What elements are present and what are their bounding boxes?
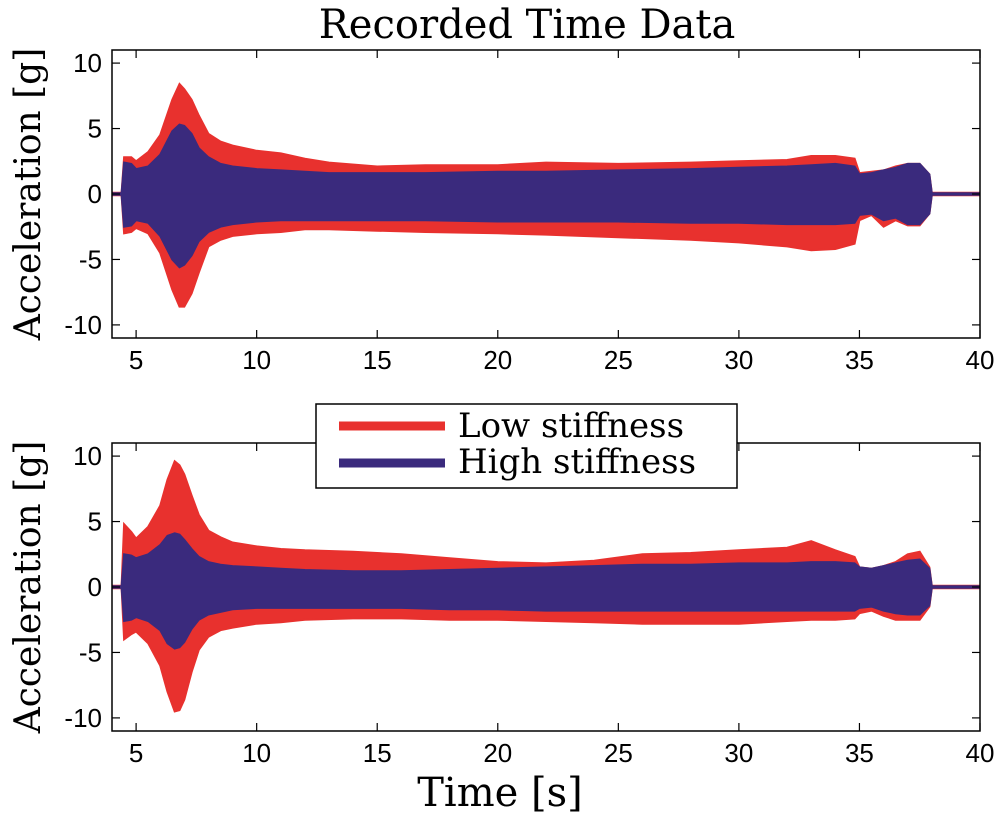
bottom-x-tick-label: 30 (724, 738, 753, 768)
top-panel: 5 10 15 20 25 30 35 40 10 5 0 -5 -10 Acceleration [g… (8, 48, 994, 375)
bottom-panel: 5 10 15 20 25 30 35 40 10 5 0 -5 -10 Acceleration [g… (8, 441, 994, 768)
top-panel-y-axis-label: Acceleration [g] (8, 48, 49, 342)
bottom-x-tick-label: 20 (483, 738, 512, 768)
bottom-y-tick-label: 5 (88, 507, 102, 537)
top-panel-plot-area (112, 82, 980, 308)
bottom-panel-plot-area (112, 459, 980, 713)
top-x-tick-label: 35 (845, 345, 874, 375)
bottom-y-tick-label: -10 (64, 703, 102, 733)
bottom-x-tick-label: 40 (966, 738, 995, 768)
top-x-tick-label: 30 (724, 345, 753, 375)
top-y-tick-label: 10 (73, 48, 102, 78)
top-x-tick-label: 25 (604, 345, 633, 375)
top-x-tick-label: 5 (129, 345, 143, 375)
bottom-panel-y-axis-label: Acceleration [g] (8, 441, 49, 735)
legend-label-low-stiffness: Low stiffness (458, 406, 684, 446)
bottom-x-tick-label: 35 (845, 738, 874, 768)
top-y-tick-label: -10 (64, 310, 102, 340)
bottom-x-tick-label: 10 (242, 738, 271, 768)
bottom-panel-axes: 5 10 15 20 25 30 35 40 10 5 0 -5 -10 (64, 441, 994, 768)
top-x-tick-label: 15 (363, 345, 392, 375)
top-x-tick-label: 10 (242, 345, 271, 375)
chart-title: Recorded Time Data (319, 2, 736, 48)
top-panel-axes: 5 10 15 20 25 30 35 40 10 5 0 -5 -10 (64, 48, 994, 375)
legend-label-high-stiffness: High stiffness (458, 442, 696, 482)
bottom-area-high-stiffness (112, 532, 980, 650)
x-axis-label: Time [s] (417, 770, 583, 814)
top-y-tick-label: 0 (88, 179, 102, 209)
top-y-tick-label: 5 (88, 114, 102, 144)
bottom-x-tick-label: 15 (363, 738, 392, 768)
top-area-high-stiffness (112, 123, 980, 269)
bottom-y-tick-label: 0 (88, 572, 102, 602)
bottom-y-tick-label: 10 (73, 441, 102, 471)
legend-box (315, 403, 738, 489)
top-x-tick-label: 20 (483, 345, 512, 375)
legend: Low stiffness High stiffness (315, 403, 738, 489)
bottom-x-tick-label: 25 (604, 738, 633, 768)
top-y-tick-label: -5 (79, 244, 102, 274)
bottom-y-tick-label: -5 (79, 637, 102, 667)
top-x-tick-label: 40 (966, 345, 995, 375)
bottom-x-tick-label: 5 (129, 738, 143, 768)
